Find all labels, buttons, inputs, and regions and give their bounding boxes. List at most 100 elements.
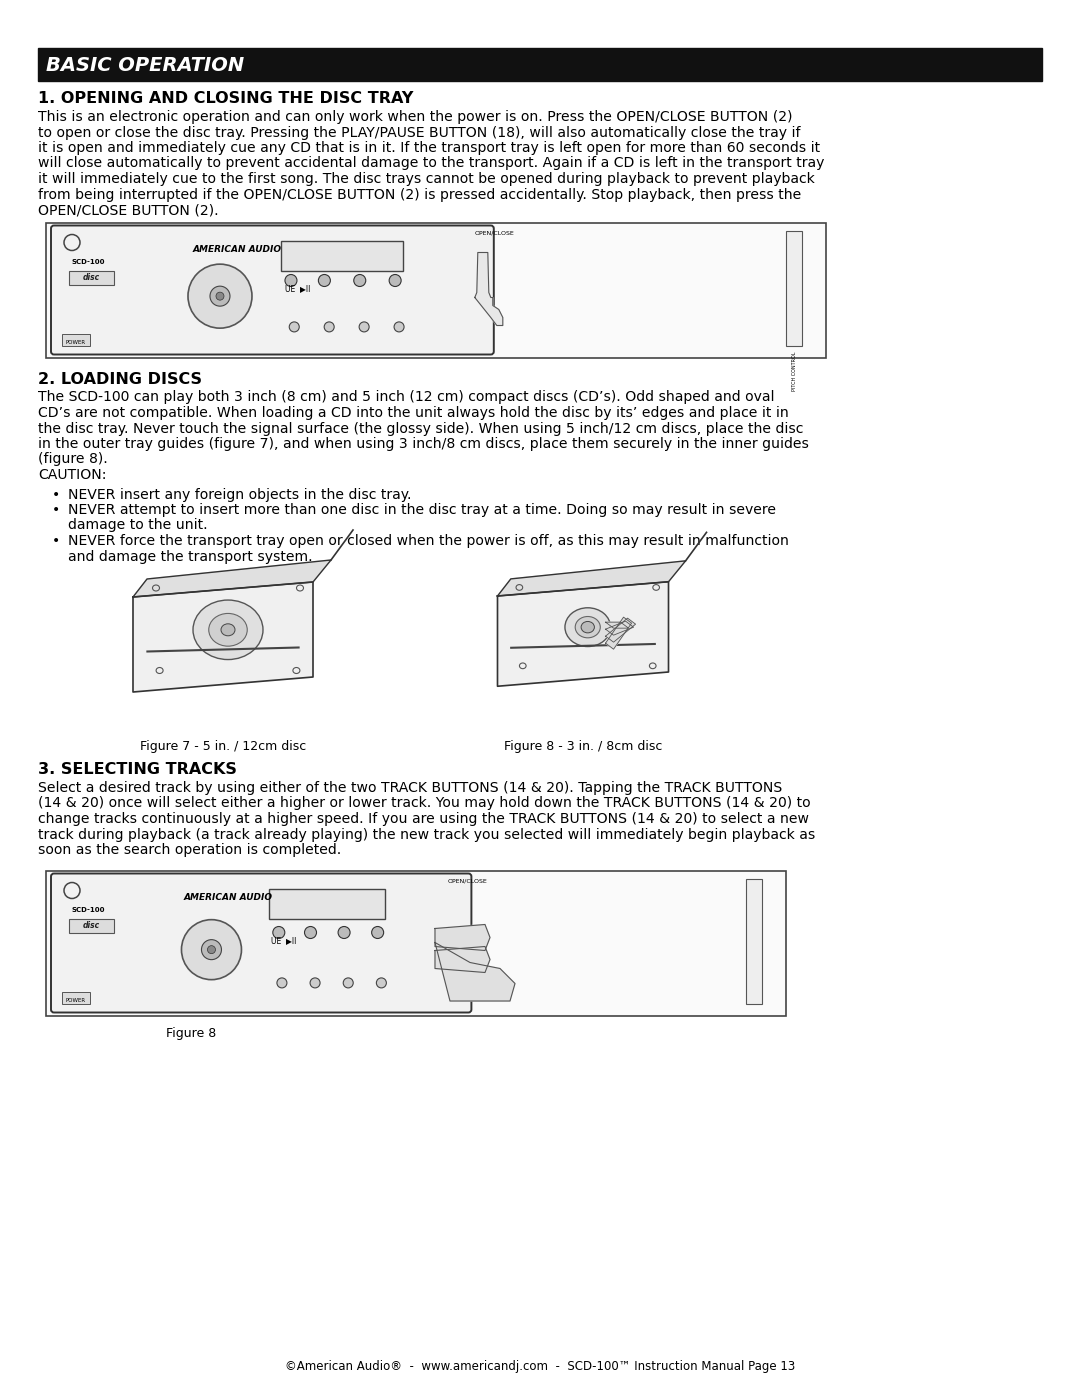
Circle shape [289, 321, 299, 332]
Bar [281, 240, 403, 271]
Ellipse shape [581, 622, 594, 633]
Polygon shape [475, 253, 503, 326]
Polygon shape [133, 583, 313, 692]
Text: and damage the transport system.: and damage the transport system. [68, 549, 312, 563]
Ellipse shape [576, 616, 600, 638]
Polygon shape [498, 560, 686, 597]
Ellipse shape [221, 624, 235, 636]
Text: (figure 8).: (figure 8). [38, 453, 108, 467]
Circle shape [273, 926, 285, 939]
Text: This is an electronic operation and can only work when the power is on. Press th: This is an electronic operation and can … [38, 110, 793, 124]
Text: track during playback (a track already playing) the new track you selected will : track during playback (a track already p… [38, 827, 815, 841]
Text: to open or close the disc tray. Pressing the PLAY/PAUSE BUTTON (18), will also a: to open or close the disc tray. Pressing… [38, 126, 800, 140]
Text: NEVER attempt to insert more than one disc in the disc tray at a time. Doing so : NEVER attempt to insert more than one di… [68, 503, 777, 517]
Text: (14 & 20) once will select either a higher or lower track. You may hold down the: (14 & 20) once will select either a high… [38, 796, 811, 810]
Text: •: • [52, 534, 60, 548]
Text: POWER: POWER [66, 997, 86, 1003]
Circle shape [276, 978, 287, 988]
Text: Figure 7 - 5 in. / 12cm disc: Figure 7 - 5 in. / 12cm disc [140, 740, 306, 753]
Text: soon as the search operation is completed.: soon as the search operation is complete… [38, 842, 341, 856]
Circle shape [310, 978, 320, 988]
Circle shape [360, 321, 369, 332]
Text: change tracks continuously at a higher speed. If you are using the TRACK BUTTONS: change tracks continuously at a higher s… [38, 812, 809, 826]
FancyBboxPatch shape [51, 225, 494, 355]
Circle shape [324, 321, 334, 332]
Circle shape [376, 978, 387, 988]
Circle shape [285, 274, 297, 286]
Ellipse shape [208, 613, 247, 647]
Polygon shape [498, 581, 669, 686]
Circle shape [389, 274, 401, 286]
Bar [69, 271, 114, 285]
Text: POWER: POWER [66, 339, 86, 345]
Polygon shape [133, 560, 330, 597]
Bar [38, 47, 1042, 81]
Text: AMERICAN AUDIO: AMERICAN AUDIO [184, 893, 272, 901]
Polygon shape [435, 925, 490, 950]
Text: BASIC OPERATION: BASIC OPERATION [46, 56, 244, 75]
FancyBboxPatch shape [51, 873, 471, 1013]
Text: disc: disc [82, 922, 99, 930]
Ellipse shape [193, 601, 264, 659]
Bar [746, 879, 762, 1003]
Circle shape [181, 919, 242, 979]
Circle shape [394, 321, 404, 332]
Text: the disc tray. Never touch the signal surface (the glossy side). When using 5 in: the disc tray. Never touch the signal su… [38, 422, 804, 436]
Text: •: • [52, 503, 60, 517]
Circle shape [188, 264, 252, 328]
Text: Select a desired track by using either of the two TRACK BUTTONS (14 & 20). Tappi: Select a desired track by using either o… [38, 781, 782, 795]
Text: it will immediately cue to the first song. The disc trays cannot be opened durin: it will immediately cue to the first son… [38, 172, 814, 186]
Bar [270, 888, 386, 918]
Text: AMERICAN AUDIO: AMERICAN AUDIO [193, 244, 282, 253]
Text: OPEN/CLOSE BUTTON (2).: OPEN/CLOSE BUTTON (2). [38, 203, 218, 217]
Text: NEVER insert any foreign objects in the disc tray.: NEVER insert any foreign objects in the … [68, 488, 411, 502]
Polygon shape [606, 622, 634, 636]
Circle shape [202, 940, 221, 960]
Text: damage to the unit.: damage to the unit. [68, 518, 207, 532]
Bar [62, 992, 90, 1003]
Text: Figure 8: Figure 8 [166, 1028, 216, 1041]
Polygon shape [606, 622, 629, 629]
Bar [46, 222, 826, 358]
Text: Figure 8 - 3 in. / 8cm disc: Figure 8 - 3 in. / 8cm disc [503, 740, 662, 753]
Polygon shape [435, 943, 515, 1002]
Bar [69, 918, 114, 933]
Bar [62, 334, 90, 345]
Text: ©American Audio®  -  www.americandj.com  -  SCD-100™ Instruction Manual Page 13: ©American Audio® - www.americandj.com - … [285, 1361, 795, 1373]
Text: from being interrupted if the OPEN/CLOSE BUTTON (2) is pressed accidentally. Sto: from being interrupted if the OPEN/CLOSE… [38, 187, 801, 201]
Circle shape [372, 926, 383, 939]
Text: •: • [52, 488, 60, 502]
Text: SCD-100: SCD-100 [72, 258, 106, 264]
Text: 3. SELECTING TRACKS: 3. SELECTING TRACKS [38, 761, 237, 777]
Polygon shape [606, 617, 632, 650]
Bar [46, 870, 786, 1016]
Circle shape [216, 292, 224, 300]
Circle shape [210, 286, 230, 306]
Text: NEVER force the transport tray open or closed when the power is off, as this may: NEVER force the transport tray open or c… [68, 534, 788, 548]
Text: CD’s are not compatible. When loading a CD into the unit always hold the disc by: CD’s are not compatible. When loading a … [38, 407, 788, 420]
Text: CAUTION:: CAUTION: [38, 468, 107, 482]
Ellipse shape [565, 608, 610, 647]
Text: UE  ▶II: UE ▶II [271, 936, 297, 946]
Text: will close automatically to prevent accidental damage to the transport. Again if: will close automatically to prevent acci… [38, 156, 824, 170]
Text: OPEN/CLOSE: OPEN/CLOSE [448, 879, 488, 883]
Circle shape [207, 946, 216, 954]
Circle shape [305, 926, 316, 939]
Text: in the outer tray guides (figure 7), and when using 3 inch/8 cm discs, place the: in the outer tray guides (figure 7), and… [38, 437, 809, 451]
Text: 2. LOADING DISCS: 2. LOADING DISCS [38, 372, 202, 387]
Circle shape [343, 978, 353, 988]
Text: PITCH CONTROL: PITCH CONTROL [792, 352, 797, 391]
Text: disc: disc [82, 274, 99, 282]
Bar [786, 231, 802, 345]
Polygon shape [435, 947, 490, 972]
Circle shape [338, 926, 350, 939]
Text: 1. OPENING AND CLOSING THE DISC TRAY: 1. OPENING AND CLOSING THE DISC TRAY [38, 91, 414, 106]
Circle shape [319, 274, 330, 286]
Text: SCD-100: SCD-100 [72, 907, 106, 912]
Text: OPEN/CLOSE: OPEN/CLOSE [474, 231, 514, 236]
Circle shape [354, 274, 366, 286]
Polygon shape [606, 617, 635, 643]
Text: The SCD-100 can play both 3 inch (8 cm) and 5 inch (12 cm) compact discs (CD’s).: The SCD-100 can play both 3 inch (8 cm) … [38, 391, 774, 405]
Text: UE  ▶II: UE ▶II [285, 285, 310, 293]
Text: it is open and immediately cue any CD that is in it. If the transport tray is le: it is open and immediately cue any CD th… [38, 141, 820, 155]
